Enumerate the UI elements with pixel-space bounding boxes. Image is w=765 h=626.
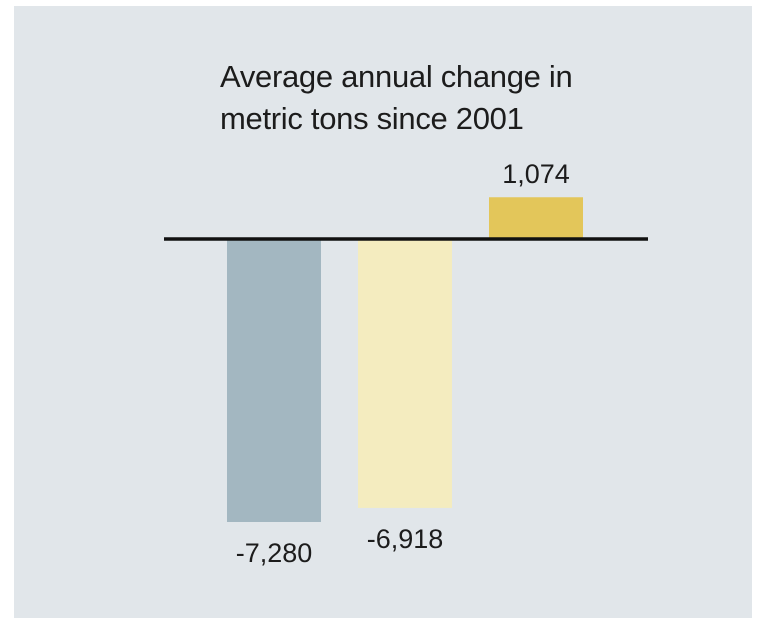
value-label-group: -7,280 -6,918 1,074 <box>236 159 570 568</box>
chart-title: Average annual change in metric tons sin… <box>220 56 660 140</box>
value-label-1: -7,280 <box>236 538 313 568</box>
value-label-2: -6,918 <box>367 524 444 554</box>
bar-1 <box>227 239 321 522</box>
bar-group <box>227 197 583 522</box>
chart-title-line-1: Average annual change in <box>220 59 573 94</box>
bar-3 <box>489 197 583 239</box>
chart-title-line-2: metric tons since 2001 <box>220 101 524 136</box>
value-label-3: 1,074 <box>502 159 570 189</box>
bar-2 <box>358 239 452 508</box>
